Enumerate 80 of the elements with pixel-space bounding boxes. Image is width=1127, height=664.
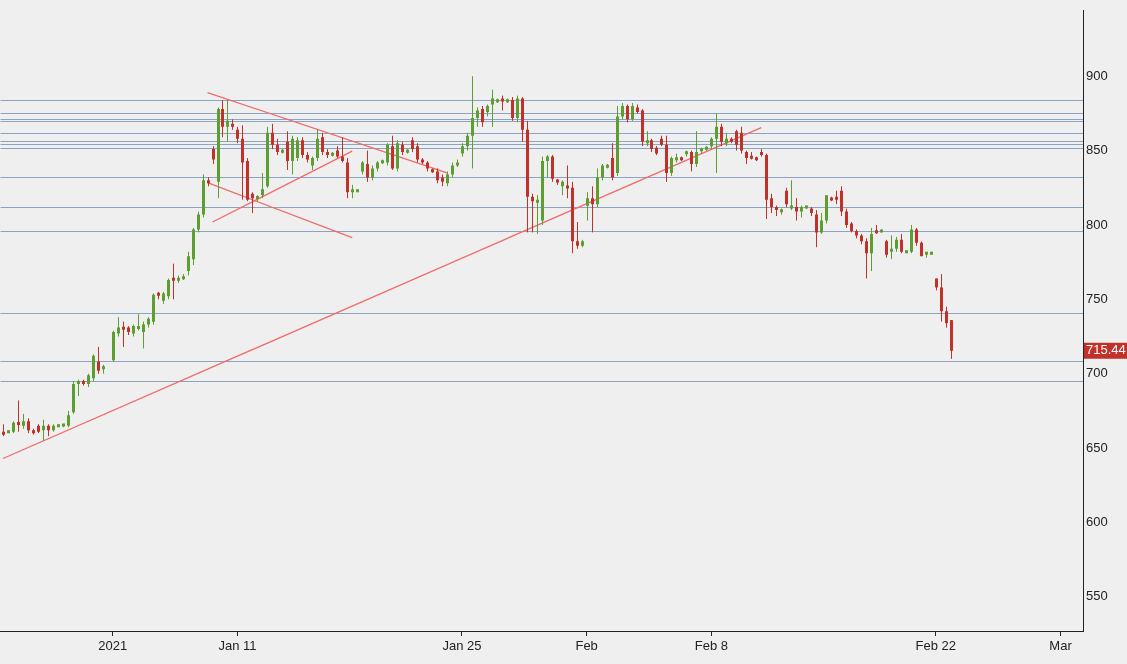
candlestick [17,399,20,433]
candlestick [271,123,274,150]
candlestick [341,136,344,163]
candlestick [286,130,289,171]
x-tick-label: Jan 25 [442,638,482,654]
candlestick [870,227,873,272]
y-tick-label: 600 [1086,514,1108,530]
candlestick [536,194,539,235]
candlestick [296,136,299,162]
y-tick-label: 550 [1086,588,1108,604]
candlestick [226,99,229,143]
candlestick [416,142,419,163]
text: 715.44 [1086,342,1126,358]
candlestick [670,156,673,177]
candlestick [391,135,394,171]
candlestick [845,208,848,229]
candlestick [940,273,943,323]
candlestick [785,187,788,208]
candlestick [476,106,479,128]
candlestick [117,316,120,338]
candlestick [910,224,913,254]
candlestick [945,306,948,329]
candlestick [167,278,170,300]
candlestick [551,154,554,183]
candlestick [366,150,369,183]
x-tick-label: 2021 [98,638,128,654]
candlestick [591,185,594,233]
x-tick-label: Feb [575,638,598,654]
y-tick-label: 700 [1086,365,1108,381]
candlestick [172,263,175,300]
candlestick [386,142,389,166]
candlestick [251,191,254,214]
candlestick [511,96,514,122]
y-tick-label: 800 [1086,216,1108,232]
candlestick [42,419,45,442]
x-tick-label: Mar [1049,638,1073,654]
candlestick [321,132,324,156]
candlestick [795,197,798,222]
candlestick [97,346,100,375]
candlestick [566,164,569,199]
candlestick [516,95,519,123]
candlestick [187,251,190,277]
candlestick [576,221,579,250]
candlestick [840,185,843,217]
candlestick [261,172,264,199]
y-tick-label: 850 [1086,142,1108,158]
y-tick-label: 650 [1086,439,1108,455]
candlestick [586,191,589,222]
x-tick-label: Feb 8 [694,638,728,654]
candlestick [815,209,818,248]
candlestick [735,129,738,152]
candlestick [531,193,534,233]
candlestick [546,154,549,178]
candlestick [820,212,823,235]
candlestick [142,321,145,349]
x-tick-label: Feb 22 [915,638,957,654]
candlestick [790,179,793,211]
candlestick [92,353,95,382]
candlestick [695,130,698,168]
candlestick [291,135,294,175]
x-tick-label: Jan 11 [218,638,257,654]
candlestick [241,124,244,201]
candlestick [301,136,304,159]
candlestick [890,234,893,260]
candlestick [122,321,125,348]
candlestick [715,112,718,174]
y-tick-label: 900 [1086,67,1108,83]
candlestick [611,142,614,181]
candlestick [690,150,693,172]
candlestick [720,123,723,147]
candlestick [770,193,773,214]
candlestick [471,75,474,169]
candlestick [900,233,903,254]
candlestick [481,105,484,128]
candlestick [740,126,743,155]
candlestick [197,211,200,233]
candlestick [221,99,224,138]
y-tick-label: 750 [1086,290,1108,306]
candlestick [865,237,868,280]
candlestick [316,129,319,162]
